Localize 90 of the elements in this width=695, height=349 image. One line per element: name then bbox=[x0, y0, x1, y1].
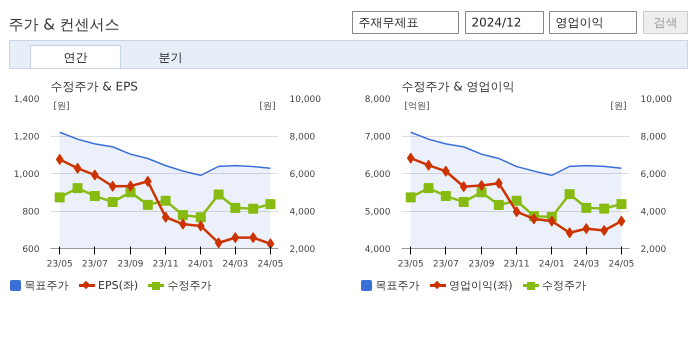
y-tick-label: 5,000 bbox=[364, 208, 391, 218]
y-tick-label: 4,000 bbox=[364, 245, 391, 255]
x-tick-label: 24/05 bbox=[608, 260, 634, 270]
point bbox=[214, 190, 224, 200]
y2-tick-label: 8,000 bbox=[640, 132, 667, 142]
y-tick-label: 6,000 bbox=[364, 170, 391, 180]
x-tick-label: 23/05 bbox=[46, 260, 73, 270]
x-tick-label: 24/03 bbox=[573, 260, 600, 270]
point bbox=[56, 154, 64, 165]
legend-label: 목표주가 bbox=[376, 279, 420, 292]
point bbox=[494, 200, 504, 210]
y2-axis-title: [원] bbox=[610, 102, 627, 112]
point bbox=[230, 202, 240, 213]
y2-tick-label: 10,000 bbox=[640, 95, 672, 105]
y-tick-label: 600 bbox=[22, 245, 40, 255]
point bbox=[512, 196, 522, 206]
point bbox=[440, 191, 451, 201]
text: 분기 bbox=[158, 50, 182, 64]
point bbox=[90, 191, 100, 201]
y-axis-title: [원] bbox=[54, 102, 70, 112]
point bbox=[458, 197, 469, 207]
x-tick-label: 23/07 bbox=[82, 260, 108, 270]
x-tick-label: 23/11 bbox=[504, 260, 530, 270]
point bbox=[108, 180, 117, 192]
y-tick-label: 800 bbox=[22, 208, 40, 218]
y2-tick-label: 2,000 bbox=[640, 245, 667, 255]
point bbox=[196, 220, 205, 232]
y2-tick-label: 4,000 bbox=[640, 208, 667, 218]
point bbox=[108, 197, 118, 207]
point bbox=[231, 232, 240, 244]
point bbox=[406, 152, 415, 164]
x-tick-label: 23/09 bbox=[118, 260, 144, 270]
point bbox=[581, 202, 592, 213]
text: 주재무제표 bbox=[358, 16, 418, 30]
y2-tick-label: 8,000 bbox=[290, 132, 316, 142]
y2-tick-label: 10,000 bbox=[290, 95, 322, 105]
y-tick-label: 7,000 bbox=[364, 132, 391, 142]
text: 검색 bbox=[654, 16, 678, 30]
point bbox=[600, 225, 608, 236]
point bbox=[160, 196, 171, 206]
point bbox=[616, 199, 626, 210]
chart-title: 수정주가 & EPS bbox=[50, 80, 138, 94]
point bbox=[478, 180, 486, 191]
x-tick-label: 23/11 bbox=[152, 260, 179, 270]
x-tick-label: 23/05 bbox=[398, 260, 424, 270]
x-tick-label: 23/07 bbox=[432, 260, 459, 270]
point bbox=[548, 216, 556, 227]
x-tick-label: 23/09 bbox=[468, 260, 495, 270]
y2-tick-label: 6,000 bbox=[290, 170, 316, 180]
y2-tick-label: 4,000 bbox=[290, 208, 316, 218]
point bbox=[460, 181, 468, 192]
legend-label: 수정주가 bbox=[542, 279, 586, 292]
legend-label: 영업이익(좌) bbox=[449, 279, 513, 292]
y-axis-title: [억원] bbox=[404, 102, 430, 112]
text: 2024/12 bbox=[472, 16, 522, 30]
legend-label: 목표주가 bbox=[24, 279, 68, 292]
x-tick-label: 24/05 bbox=[257, 260, 284, 270]
point bbox=[476, 187, 487, 198]
chart-title: 수정주가 & 영업이익 bbox=[402, 80, 514, 94]
text: 영업이익 bbox=[556, 16, 604, 30]
legend-label: EPS(좌) bbox=[98, 279, 138, 292]
point bbox=[406, 192, 416, 202]
y-tick-label: 8,000 bbox=[364, 95, 391, 105]
text: 연간 bbox=[64, 50, 88, 64]
point bbox=[266, 238, 274, 248]
point bbox=[582, 223, 590, 234]
point bbox=[599, 204, 610, 214]
point bbox=[142, 200, 153, 210]
y2-tick-label: 6,000 bbox=[640, 170, 667, 180]
point bbox=[178, 210, 188, 220]
x-tick-label: 24/01 bbox=[538, 260, 565, 270]
point bbox=[54, 192, 65, 202]
point bbox=[265, 199, 276, 210]
point bbox=[72, 183, 83, 194]
x-tick-label: 24/03 bbox=[222, 260, 248, 270]
point bbox=[248, 204, 258, 214]
point bbox=[494, 178, 503, 189]
point bbox=[91, 170, 99, 180]
x-tick-label: 24/01 bbox=[188, 260, 214, 270]
y-tick-label: 1,200 bbox=[14, 132, 40, 142]
y-tick-label: 1,400 bbox=[14, 95, 40, 105]
point bbox=[424, 183, 434, 194]
y2-axis-title: [원] bbox=[259, 102, 276, 112]
point bbox=[564, 189, 575, 200]
point bbox=[196, 212, 206, 222]
legend-label: 수정주가 bbox=[168, 279, 212, 292]
point bbox=[144, 176, 152, 187]
y2-tick-label: 2,000 bbox=[290, 245, 316, 255]
text: 주가 & 컨센서스 bbox=[8, 16, 120, 34]
y-tick-label: 1,000 bbox=[14, 170, 40, 180]
